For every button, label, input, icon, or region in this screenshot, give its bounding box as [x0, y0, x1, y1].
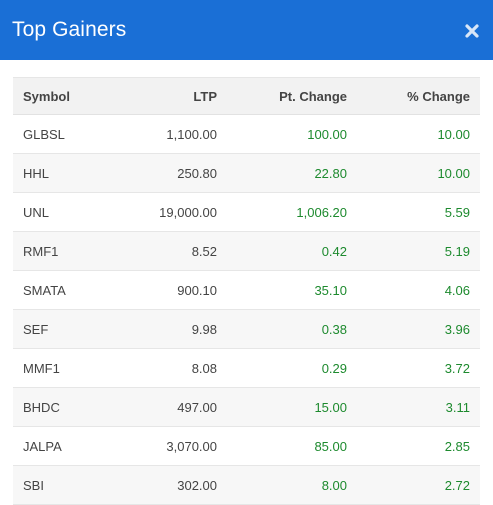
cell-ltp: 1,100.00: [113, 114, 227, 154]
cell-ltp: 497.00: [113, 387, 227, 427]
close-icon[interactable]: [464, 23, 480, 39]
cell-pct-change: 10.00: [357, 153, 480, 193]
cell-pct-change: 10.00: [357, 114, 480, 154]
cell-symbol: SMATA: [13, 270, 113, 310]
table-row[interactable]: GLBSL 1,100.00 100.00 10.00: [13, 114, 480, 154]
cell-ltp: 8.52: [113, 231, 227, 271]
cell-pt-change: 100.00: [227, 114, 357, 154]
column-header-symbol[interactable]: Symbol: [13, 77, 113, 115]
cell-pct-change: 5.59: [357, 192, 480, 232]
cell-ltp: 302.00: [113, 465, 227, 505]
cell-pct-change: 3.96: [357, 309, 480, 349]
column-header-ltp[interactable]: LTP: [113, 77, 227, 115]
table-row[interactable]: BHDC 497.00 15.00 3.11: [13, 387, 480, 427]
table-row[interactable]: SMATA 900.10 35.10 4.06: [13, 270, 480, 310]
cell-symbol: HHL: [13, 153, 113, 193]
modal-title: Top Gainers: [12, 18, 127, 41]
table-header-row: Symbol LTP Pt. Change % Change: [13, 77, 480, 115]
cell-pt-change: 0.42: [227, 231, 357, 271]
cell-ltp: 19,000.00: [113, 192, 227, 232]
table-row[interactable]: HHL 250.80 22.80 10.00: [13, 153, 480, 193]
cell-symbol: SEF: [13, 309, 113, 349]
cell-symbol: SBI: [13, 465, 113, 505]
cell-pt-change: 35.10: [227, 270, 357, 310]
column-header-pt-change[interactable]: Pt. Change: [227, 77, 357, 115]
gainers-table: Symbol LTP Pt. Change % Change GLBSL 1,10…: [13, 77, 480, 505]
table-row[interactable]: UNL 19,000.00 1,006.20 5.59: [13, 192, 480, 232]
cell-pct-change: 5.19: [357, 231, 480, 271]
cell-pt-change: 85.00: [227, 426, 357, 466]
cell-symbol: GLBSL: [13, 114, 113, 154]
cell-ltp: 8.08: [113, 348, 227, 388]
table-row[interactable]: SEF 9.98 0.38 3.96: [13, 309, 480, 349]
table-row[interactable]: SBI 302.00 8.00 2.72: [13, 465, 480, 505]
cell-ltp: 250.80: [113, 153, 227, 193]
cell-symbol: UNL: [13, 192, 113, 232]
table-row[interactable]: MMF1 8.08 0.29 3.72: [13, 348, 480, 388]
column-header-pct-change[interactable]: % Change: [357, 77, 480, 115]
cell-symbol: MMF1: [13, 348, 113, 388]
table-row[interactable]: RMF1 8.52 0.42 5.19: [13, 231, 480, 271]
cell-pct-change: 3.72: [357, 348, 480, 388]
modal-header: Top Gainers: [0, 0, 493, 60]
cell-pt-change: 22.80: [227, 153, 357, 193]
cell-symbol: BHDC: [13, 387, 113, 427]
cell-ltp: 9.98: [113, 309, 227, 349]
cell-pt-change: 15.00: [227, 387, 357, 427]
cell-pt-change: 1,006.20: [227, 192, 357, 232]
cell-pct-change: 2.85: [357, 426, 480, 466]
cell-pct-change: 4.06: [357, 270, 480, 310]
cell-pt-change: 0.29: [227, 348, 357, 388]
cell-symbol: RMF1: [13, 231, 113, 271]
cell-symbol: JALPA: [13, 426, 113, 466]
cell-pct-change: 3.11: [357, 387, 480, 427]
table-container: Symbol LTP Pt. Change % Change GLBSL 1,10…: [0, 60, 493, 505]
cell-ltp: 3,070.00: [113, 426, 227, 466]
cell-ltp: 900.10: [113, 270, 227, 310]
cell-pt-change: 0.38: [227, 309, 357, 349]
table-row[interactable]: JALPA 3,070.00 85.00 2.85: [13, 426, 480, 466]
